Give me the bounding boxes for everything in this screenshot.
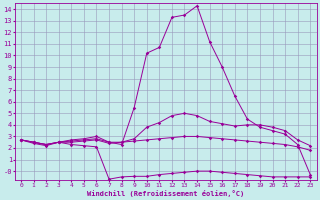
X-axis label: Windchill (Refroidissement éolien,°C): Windchill (Refroidissement éolien,°C) xyxy=(87,190,244,197)
